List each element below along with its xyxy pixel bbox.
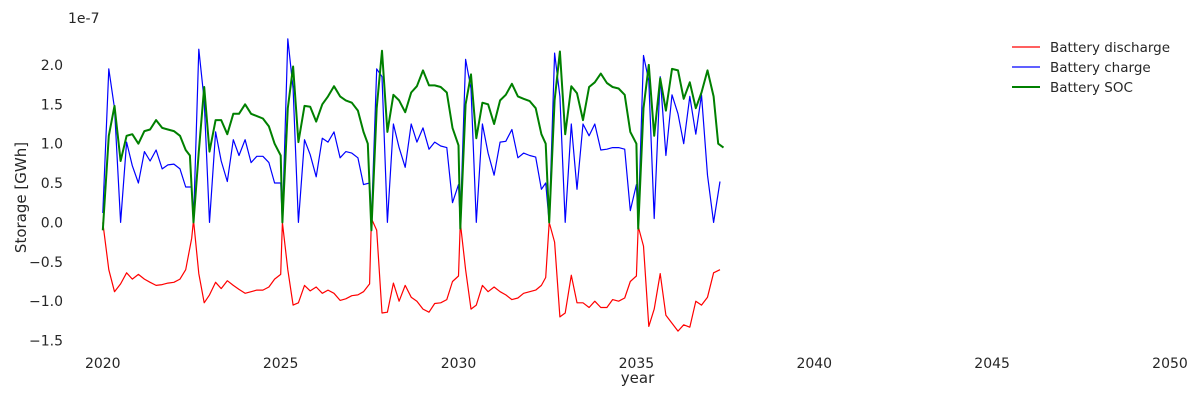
x-tick-label: 2025 [263,356,299,372]
series-line-1 [102,217,721,332]
y-axis-ticks: −1.5 −1.0 −0.5 0.0 0.5 1.0 1.5 2.0 [29,58,63,350]
y-axis-label: Storage [GWh] [12,142,30,253]
series-line-2 [102,38,721,223]
legend-label-2: Battery charge [1050,60,1151,76]
x-axis-ticks: 2020 2025 2030 2035 2040 2045 2050 [85,356,1188,372]
x-axis-label: year [621,369,655,387]
legend-label-3: Battery SOC [1050,80,1133,96]
x-tick-label: 2020 [85,356,121,372]
series-line-3 [101,49,725,232]
legend-label-1: Battery discharge [1050,40,1170,56]
y-tick-label: 2.0 [41,58,63,74]
y-axis-multiplier: 1e-7 [68,11,99,27]
x-tick-label: 2035 [619,356,655,372]
series-layer [101,38,725,332]
y-tick-label: 1.0 [41,137,63,153]
legend: Battery discharge Battery charge Battery S… [1012,40,1170,96]
y-tick-label: 0.5 [41,176,63,192]
y-tick-label: −0.5 [29,255,63,271]
x-tick-label: 2050 [1152,356,1188,372]
y-tick-label: −1.0 [29,294,63,310]
x-tick-label: 2045 [974,356,1010,372]
x-tick-label: 2030 [441,356,477,372]
y-tick-label: 0.0 [41,215,63,231]
x-tick-label: 2040 [796,356,832,372]
y-tick-label: 1.5 [41,97,63,113]
y-tick-label: −1.5 [29,334,63,350]
